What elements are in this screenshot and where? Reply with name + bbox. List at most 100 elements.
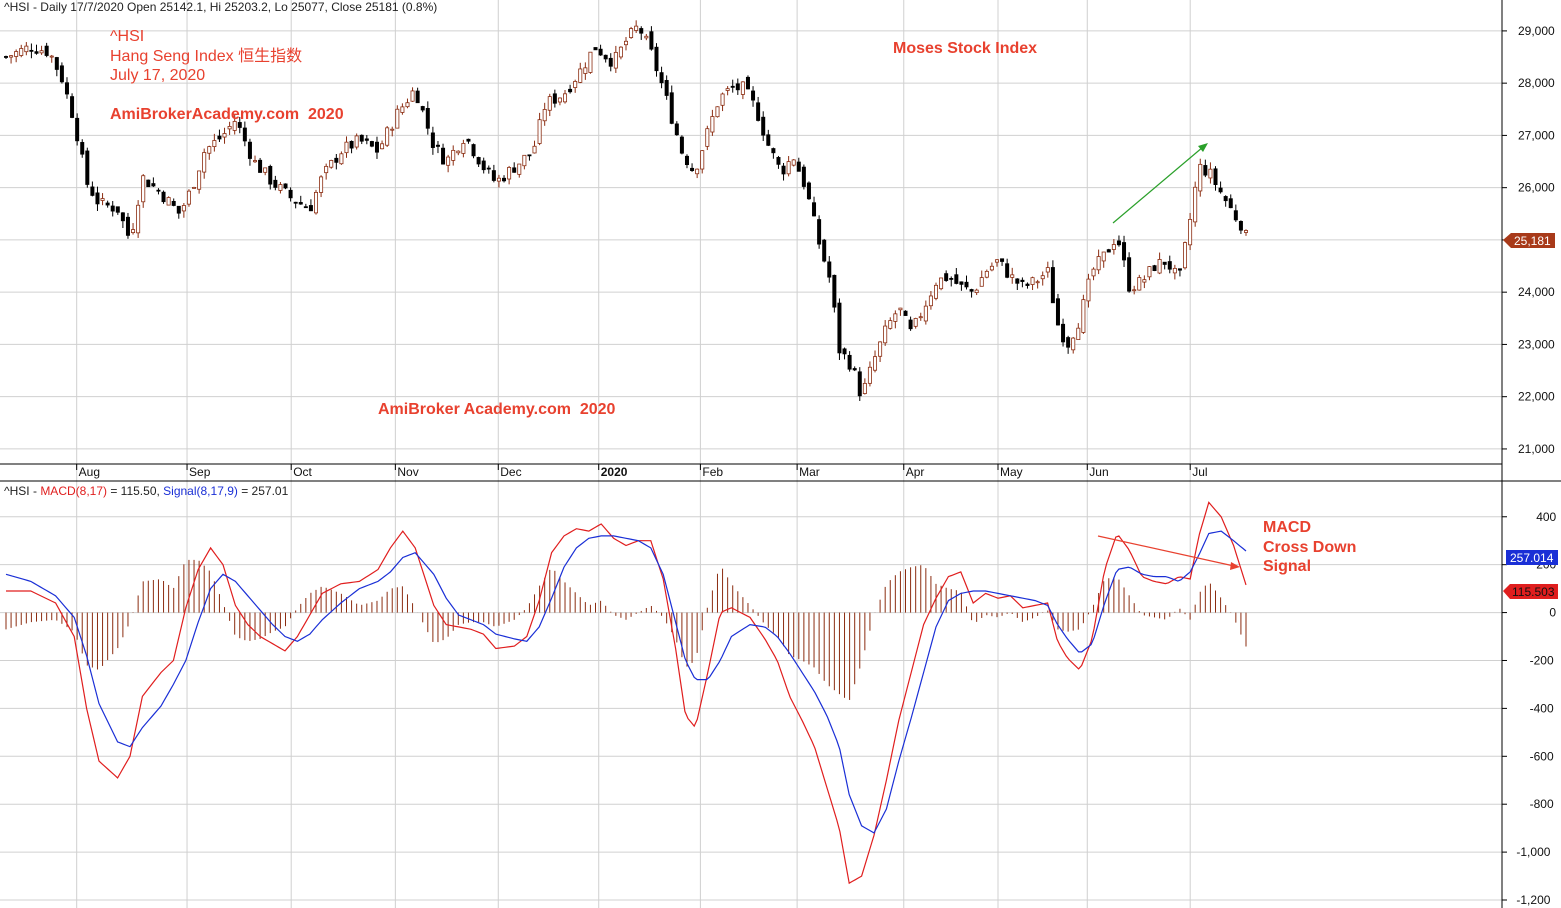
annotation-date: July 17, 2020 [110,67,205,84]
candle-body [1091,268,1096,277]
candle-body [232,121,237,131]
candle-body [852,368,857,371]
candle-body [466,138,471,142]
macd-badge-label: 115.503 [1512,585,1555,599]
candle-body [435,144,440,147]
candle-body [984,270,989,278]
candle-body [1183,242,1188,269]
candle-body [349,140,354,149]
candle-body [583,67,588,74]
candle-body [1152,265,1157,272]
candle-body [197,170,202,190]
month-label: Feb [702,465,723,479]
candle-body [1010,274,1015,278]
candle-body [486,167,491,170]
candle-body [735,83,740,91]
candle-body [659,72,664,84]
candle-body [608,57,613,67]
candle-body [781,165,786,175]
candle-body [1005,263,1010,278]
candle-body [54,57,59,70]
candle-body [186,190,191,205]
candle-body [1000,258,1005,262]
macd-divergence-arrow [1097,535,1235,567]
month-label: May [1000,465,1023,479]
candle-body [9,55,14,58]
annotation-watermark-mid: AmiBroker Academy.com 2020 [378,401,616,418]
candle-body [1015,278,1020,284]
candle-body [430,132,435,148]
candle-body [954,274,959,284]
candle-body [725,88,730,91]
macd-tick-label: -800 [1530,797,1554,811]
candle-body [913,318,918,327]
candle-body [705,128,710,147]
candle-body [664,80,669,96]
candle-body [451,149,456,161]
candle-body [90,186,95,196]
macd-tick-label: -400 [1530,701,1554,715]
candle-body [29,49,34,52]
candle-body [354,135,359,148]
candle-body [776,157,781,165]
candle-body [1188,219,1193,246]
candle-body [263,167,268,173]
candle-body [1071,337,1076,351]
annotation-macd-note-3: Signal [1263,558,1311,575]
candle-body [832,274,837,308]
candle-body [100,198,105,201]
candle-body [994,259,999,263]
candle-body [227,126,232,130]
signal-badge: 257.014 [1506,550,1558,565]
price-tick-label: 27,000 [1518,128,1555,142]
candle-body [369,141,374,147]
candle-body [1162,261,1167,265]
candle-body [512,167,517,173]
candle-body [1213,168,1218,186]
candle-body [715,106,720,118]
grid [0,0,1502,908]
candle-body [547,96,552,111]
candle-body [1081,299,1086,333]
price-tick-label: 23,000 [1518,337,1555,351]
candle-body [136,204,141,234]
candle-body [34,51,39,54]
candle-body [49,55,54,58]
candle-body [918,316,923,319]
candle-body [507,167,512,180]
macd-tick-label: -600 [1530,749,1554,763]
macd-tick-label: 400 [1536,510,1556,524]
candle-body [934,284,939,299]
month-label: 2020 [601,465,628,479]
candle-body [446,156,451,166]
candle-body [532,145,537,154]
candle-body [410,90,415,102]
candle-body [679,136,684,154]
candle-body [334,157,339,163]
candle-body [847,354,852,370]
month-label: Aug [79,465,100,479]
candle-body [242,127,247,142]
candle-body [303,206,308,209]
candle-body [380,143,385,150]
candle-body [1132,289,1137,292]
candle-body [192,187,197,189]
close-badge-label: 25,181 [1514,234,1551,248]
month-label: Jun [1089,465,1108,479]
candle-body [908,319,913,330]
candle-body [557,97,562,103]
candle-body [110,205,115,212]
candle-body [461,143,466,154]
candle-body [944,273,949,281]
candle-body [827,261,832,278]
candle-body [339,153,344,165]
candle-body [344,141,349,154]
candle-body [771,148,776,154]
candle-body [80,142,85,155]
annotation-macd-note-2: Cross Down [1263,539,1356,556]
candle-body [669,92,674,124]
candle-body [629,28,634,38]
month-label: Nov [397,465,418,479]
candle-body [141,175,146,203]
